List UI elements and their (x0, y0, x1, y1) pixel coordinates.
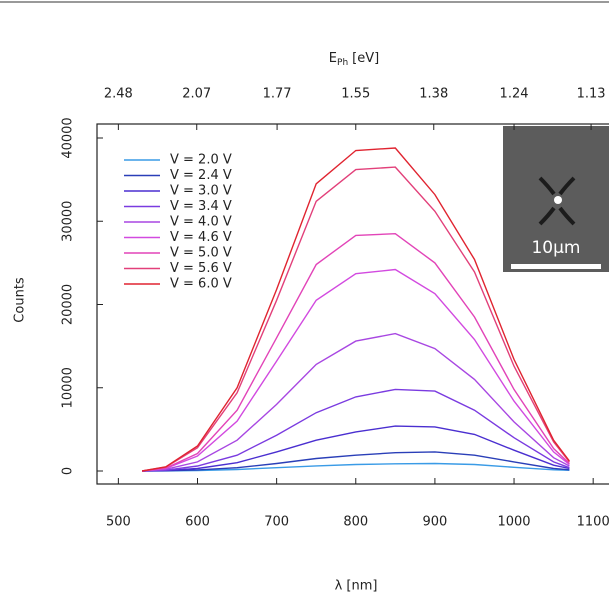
x-tick-label: 500 (106, 515, 131, 530)
legend-label: V = 6.0 V (170, 277, 232, 292)
x2-tick-label: 2.48 (104, 87, 133, 102)
y-tick-label: 10000 (61, 367, 76, 408)
x2-tick-label: 1.55 (341, 87, 370, 102)
inset-spot (554, 196, 562, 204)
y-axis-label: Counts (13, 277, 28, 323)
series-line (142, 268, 570, 472)
x2-tick-label: 1.38 (419, 87, 448, 102)
x-tick-label: 1100 (577, 515, 609, 530)
series-line (142, 232, 570, 472)
legend-label: V = 3.0 V (170, 184, 232, 199)
legend-label: V = 4.0 V (170, 215, 232, 230)
x-tick-label: 600 (185, 515, 210, 530)
x2-tick-label: 2.07 (182, 87, 211, 102)
inset-image: 10µm (503, 126, 609, 272)
series-line (142, 451, 570, 472)
x2-label-unit: [eV] (352, 51, 379, 66)
x2-tick-label: 1.13 (577, 87, 606, 102)
x-axis-label: λ [nm] (335, 579, 378, 594)
x2-label-main: E (329, 51, 337, 66)
y-tick-label: 20000 (61, 284, 76, 325)
series-line (141, 166, 570, 472)
x2-tick-label: 1.77 (263, 87, 292, 102)
legend-label: V = 2.0 V (170, 153, 232, 168)
y-tick-label: 40000 (61, 117, 76, 158)
y-tick-label: 0 (61, 467, 76, 475)
x-tick-label: 700 (264, 515, 289, 530)
x-tick-label: 900 (422, 515, 447, 530)
x2-axis-label: EPh [eV] (329, 51, 379, 68)
series-line (142, 332, 570, 472)
inset-electrodes (538, 176, 576, 226)
legend-label: V = 4.6 V (170, 230, 232, 245)
legend-label: V = 5.0 V (170, 246, 232, 261)
x-tick-label: 1000 (497, 515, 530, 530)
series-line (141, 147, 570, 472)
legend-label: V = 5.6 V (170, 261, 232, 276)
y-tick-label: 30000 (61, 201, 76, 242)
x2-label-sub: Ph (337, 58, 348, 68)
series-line (142, 388, 570, 472)
scale-bar (511, 264, 601, 269)
legend-label: V = 3.4 V (170, 199, 232, 214)
x2-tick-label: 1.24 (500, 87, 529, 102)
legend-label: V = 2.4 V (170, 168, 232, 183)
scale-label: 10µm (531, 238, 580, 258)
x-tick-label: 800 (343, 515, 368, 530)
series-line (142, 425, 570, 472)
